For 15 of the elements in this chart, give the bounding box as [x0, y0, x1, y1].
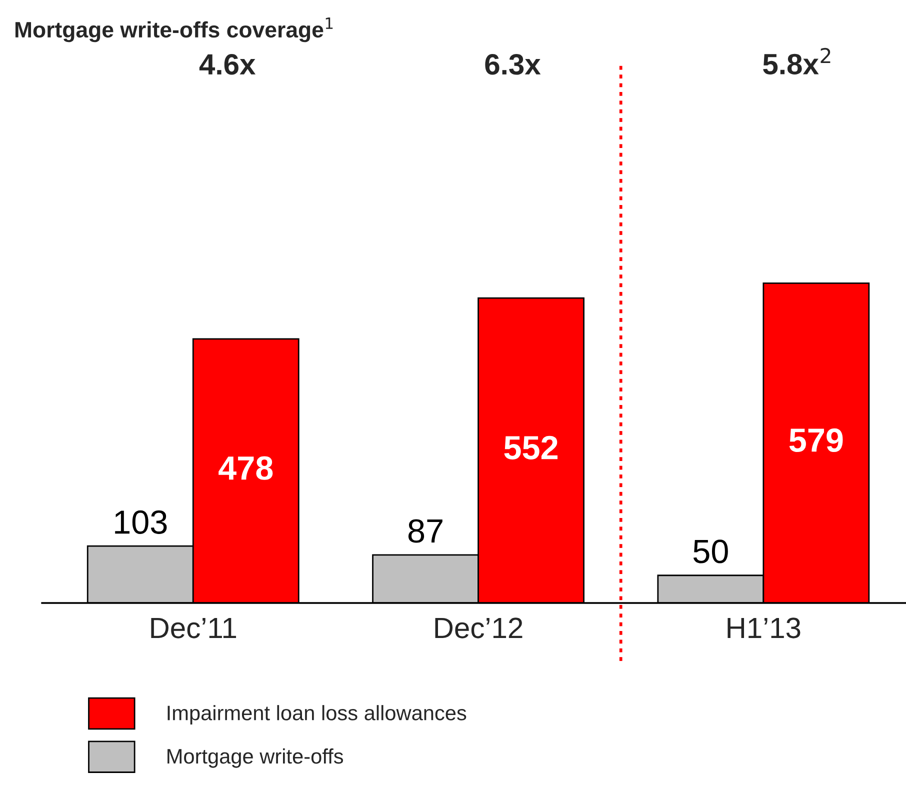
x-tick-label: H1’13: [728, 618, 800, 638]
chart-title: Mortgage write-offs coverage$^{1}$: [15, 18, 333, 42]
data-label: 87: [408, 519, 442, 543]
data-label: 103: [115, 510, 167, 534]
text: 4.6x: [199, 54, 256, 75]
x-tick-label: Dec’11: [151, 618, 236, 638]
legend-label: Impairment loan loss allowances: [168, 705, 466, 724]
text: 6.3x: [485, 54, 541, 75]
data-label: 50: [693, 540, 728, 564]
legend-label: Mortgage write-offs: [168, 748, 344, 768]
x-tick-label: Dec’12: [435, 618, 522, 638]
data-label: 552: [504, 436, 558, 460]
text: 5.8x$^{2}$: [763, 48, 830, 74]
data-label: 478: [218, 456, 273, 480]
data-label: 579: [789, 428, 843, 452]
